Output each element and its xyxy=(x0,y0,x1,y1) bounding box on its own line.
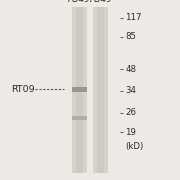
Text: (kD): (kD) xyxy=(125,142,143,151)
Text: A549: A549 xyxy=(90,0,112,4)
Text: 117: 117 xyxy=(125,14,142,22)
Bar xyxy=(72,116,87,120)
Text: 34: 34 xyxy=(125,86,136,95)
Text: RT09: RT09 xyxy=(12,85,35,94)
Bar xyxy=(72,87,87,92)
Text: 85: 85 xyxy=(125,32,136,41)
Text: 19: 19 xyxy=(125,128,136,137)
Bar xyxy=(93,7,108,173)
Bar xyxy=(72,7,87,173)
Bar xyxy=(76,7,83,173)
Text: 48: 48 xyxy=(125,65,136,74)
Text: 26: 26 xyxy=(125,108,136,117)
Bar xyxy=(97,7,104,173)
Text: A549: A549 xyxy=(68,0,90,4)
